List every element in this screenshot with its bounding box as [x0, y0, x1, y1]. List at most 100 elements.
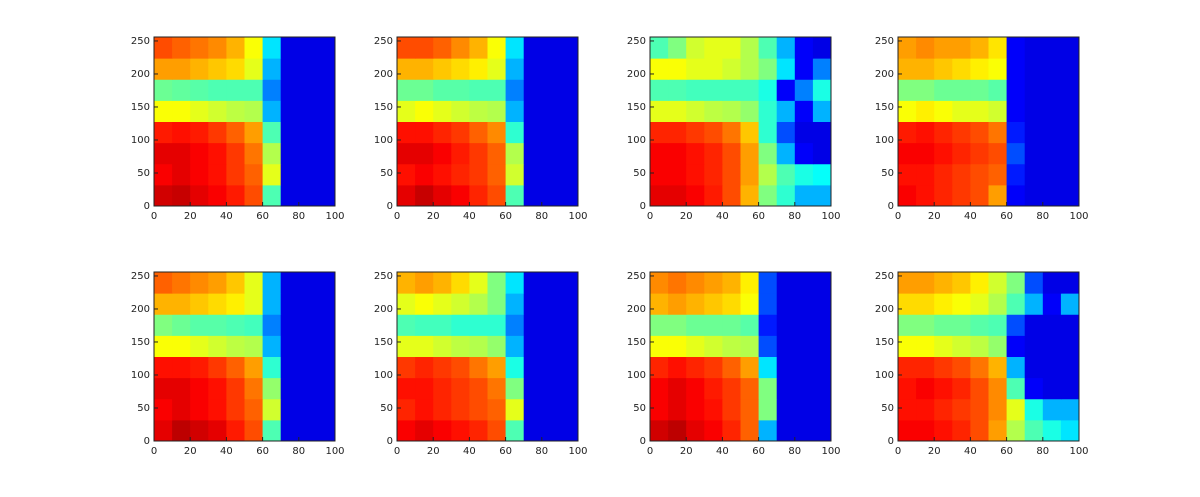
heatmap-cell — [469, 184, 488, 207]
heatmap-cell — [154, 184, 173, 207]
heatmap-cell — [298, 356, 318, 379]
heatmap-cell — [1042, 121, 1062, 144]
x-tick-label: 40 — [463, 211, 476, 222]
heatmap-cell — [740, 419, 760, 442]
heatmap-cell — [190, 163, 209, 186]
y-tick-label: 50 — [633, 403, 646, 414]
heatmap-cell — [469, 37, 488, 59]
heatmap-cell — [172, 100, 191, 122]
heatmap-cell — [686, 356, 705, 379]
heatmap-cell — [1006, 184, 1026, 207]
heatmap-cell — [794, 314, 814, 336]
x-tick-label: 60 — [752, 211, 765, 222]
heatmap-cell — [451, 419, 470, 442]
heatmap-cell — [934, 398, 953, 421]
y-tick-label: 50 — [380, 403, 393, 414]
heatmap-cell — [668, 142, 687, 165]
heatmap-cell — [469, 293, 488, 315]
heatmap-cell — [794, 398, 814, 421]
heatmap-cell — [469, 142, 488, 165]
heatmap-cell — [970, 79, 989, 101]
heatmap-cell — [154, 293, 173, 315]
heatmap-cell — [1042, 142, 1062, 165]
heatmap-cell — [298, 314, 318, 336]
heatmap-cell — [988, 37, 1008, 59]
heatmap-cell — [1042, 163, 1062, 186]
heatmap-cell — [244, 37, 264, 59]
heatmap-cell — [952, 377, 971, 400]
heatmap — [397, 37, 579, 207]
heatmap-cell — [1006, 100, 1026, 122]
y-tick-label: 150 — [131, 102, 150, 113]
heatmap-cell — [650, 419, 669, 442]
heatmap-cell — [988, 398, 1008, 421]
heatmap-cell — [487, 398, 507, 421]
heatmap-cell — [298, 100, 318, 122]
heatmap-cell — [316, 335, 336, 357]
x-tick-label: 80 — [535, 211, 548, 222]
heatmap-cell — [988, 121, 1008, 144]
heatmap-cell — [262, 356, 282, 379]
heatmap-cell — [244, 79, 264, 101]
heatmap-cell — [262, 58, 282, 80]
y-tick-label: 200 — [374, 69, 393, 80]
heatmap-cell — [988, 335, 1008, 357]
heatmap-cell — [298, 163, 318, 186]
heatmap-cell — [1060, 314, 1080, 336]
heatmap-cell — [898, 58, 917, 80]
heatmap-cell — [650, 314, 669, 336]
heatmap-cell — [758, 314, 778, 336]
heatmap-cell — [758, 100, 778, 122]
heatmap-cell — [523, 100, 543, 122]
x-tick-label: 40 — [463, 446, 476, 457]
heatmap-cell — [469, 163, 488, 186]
heatmap-cell — [154, 335, 173, 357]
heatmap-cell — [898, 419, 917, 442]
heatmap-cell — [262, 142, 282, 165]
x-tick-label: 80 — [292, 446, 305, 457]
y-tick-label: 100 — [627, 370, 646, 381]
heatmap-cell — [704, 377, 723, 400]
heatmap-cell — [934, 37, 953, 59]
heatmap-cell — [433, 58, 452, 80]
x-tick-label: 0 — [895, 446, 901, 457]
heatmap-cell — [988, 356, 1008, 379]
heatmap-cell — [650, 142, 669, 165]
heatmap-cell — [1024, 314, 1044, 336]
heatmap-cell — [1024, 293, 1044, 315]
heatmap-cell — [1042, 356, 1062, 379]
heatmap-cell — [415, 377, 434, 400]
heatmap-cell — [451, 37, 470, 59]
heatmap-cell — [970, 356, 989, 379]
heatmap-cell — [934, 377, 953, 400]
heatmap-cell — [668, 79, 687, 101]
heatmap-cell — [172, 58, 191, 80]
x-tick-label: 80 — [788, 446, 801, 457]
heatmap-cell — [934, 58, 953, 80]
heatmap-cell — [934, 272, 953, 294]
heatmap-cell — [704, 272, 723, 294]
heatmap-cell — [226, 184, 245, 207]
heatmap-cell — [650, 293, 669, 315]
heatmap-cell — [505, 335, 525, 357]
heatmap-cell — [1024, 37, 1044, 59]
y-tick-label: 0 — [888, 201, 894, 212]
heatmap-cell — [686, 377, 705, 400]
heatmap-cell — [280, 272, 300, 294]
heatmap-cell — [1060, 58, 1080, 80]
heatmap-cell — [208, 293, 227, 315]
heatmap-cell — [469, 121, 488, 144]
heatmap-cell — [523, 335, 543, 357]
heatmap-cell — [226, 100, 245, 122]
heatmap-cell — [316, 419, 336, 442]
x-tick-label: 60 — [499, 211, 512, 222]
heatmap-cell — [650, 37, 669, 59]
heatmap-cell — [469, 398, 488, 421]
heatmap-cell — [397, 356, 416, 379]
heatmap-cell — [794, 79, 814, 101]
heatmap-cell — [988, 377, 1008, 400]
heatmap-cell — [988, 272, 1008, 294]
heatmap-cell — [758, 184, 778, 207]
heatmap-cell — [1006, 314, 1026, 336]
heatmap-cell — [722, 121, 741, 144]
